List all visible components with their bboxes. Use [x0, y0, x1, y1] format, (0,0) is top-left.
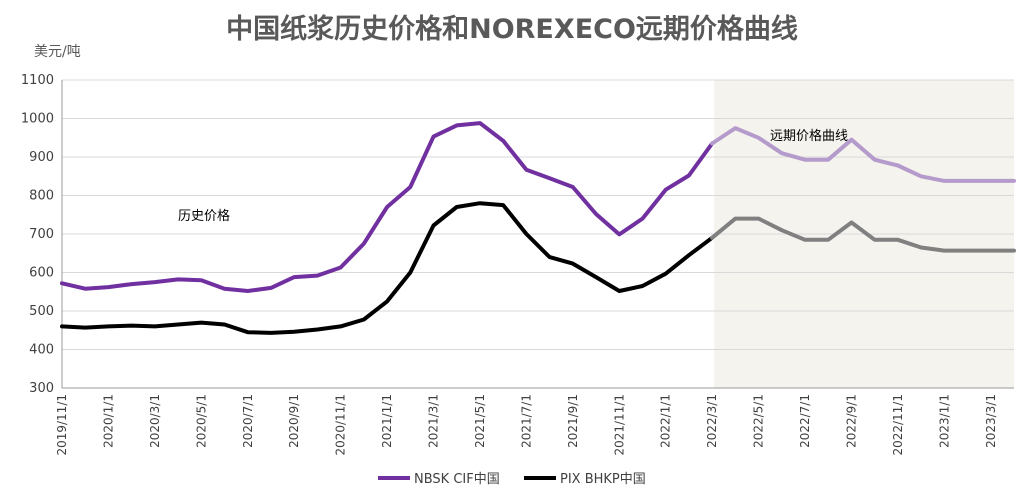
x-tick-label: 2021/7/1: [519, 394, 533, 448]
x-tick-label: 2022/3/1: [705, 394, 719, 448]
x-tick-label: 2021/1/1: [380, 394, 394, 448]
series-line-1-forecast: [710, 216, 1016, 253]
y-tick-label: 800: [29, 189, 54, 204]
legend-label-pix: PIX BHKP中国: [560, 472, 646, 487]
x-tick-label: 2021/5/1: [473, 394, 487, 448]
y-tick-label: 700: [29, 227, 54, 242]
series-line-1-historical: [60, 201, 715, 335]
x-tick-label: 2020/3/1: [148, 394, 162, 448]
x-tick-label: 2019/11/1: [55, 394, 69, 456]
series-line-0-forecast: [710, 126, 1016, 183]
x-tick-label: 2020/9/1: [287, 394, 301, 448]
chart-title: 中国纸浆历史价格和NOREXECO远期价格曲线: [226, 13, 798, 45]
legend-label-nbsk: NBSK CIF中国: [414, 472, 500, 487]
y-tick-label: 1000: [21, 112, 54, 127]
annotation-historical: 历史价格: [178, 208, 230, 224]
x-tick-label: 2020/7/1: [241, 394, 255, 448]
annotation-forecast: 远期价格曲线: [770, 128, 848, 144]
x-tick-label: 2020/5/1: [194, 394, 208, 448]
series-lines: [60, 121, 1016, 335]
x-tick-label: 2022/11/1: [891, 394, 905, 456]
gridlines: [62, 79, 1014, 350]
x-tick-label: 2021/11/1: [612, 394, 626, 456]
series-line-0-historical: [60, 121, 715, 293]
x-tick-label: 2021/9/1: [566, 394, 580, 448]
y-tick-label: 600: [29, 266, 54, 281]
x-tick-labels: 2019/11/1 2020/1/1 2020/3/1 2020/5/1 2020/7/…: [55, 394, 998, 456]
x-tick-label: 2023/3/1: [984, 394, 998, 448]
x-tick-label: 2023/1/1: [937, 394, 951, 448]
x-tick-label: 2020/1/1: [101, 394, 115, 448]
y-tick-label: 500: [29, 304, 54, 319]
y-tick-label: 900: [29, 150, 54, 165]
x-tick-label: 2022/7/1: [798, 394, 812, 448]
x-tick-label: 2022/9/1: [844, 394, 858, 448]
y-tick-labels: 300 400 500 600 700 800 900 1000 1100: [21, 73, 54, 396]
x-tick-label: 2022/1/1: [659, 394, 673, 448]
x-tick-label: 2020/11/1: [334, 394, 348, 456]
y-tick-label: 400: [29, 343, 54, 358]
y-tick-label: 300: [29, 381, 54, 396]
y-axis-label: 美元/吨: [34, 44, 81, 60]
y-tick-label: 1100: [21, 73, 54, 88]
legend: NBSK CIF中国 PIX BHKP中国: [378, 472, 646, 487]
x-tick-label: 2021/3/1: [427, 394, 441, 448]
x-tick-label: 2022/5/1: [752, 394, 766, 448]
